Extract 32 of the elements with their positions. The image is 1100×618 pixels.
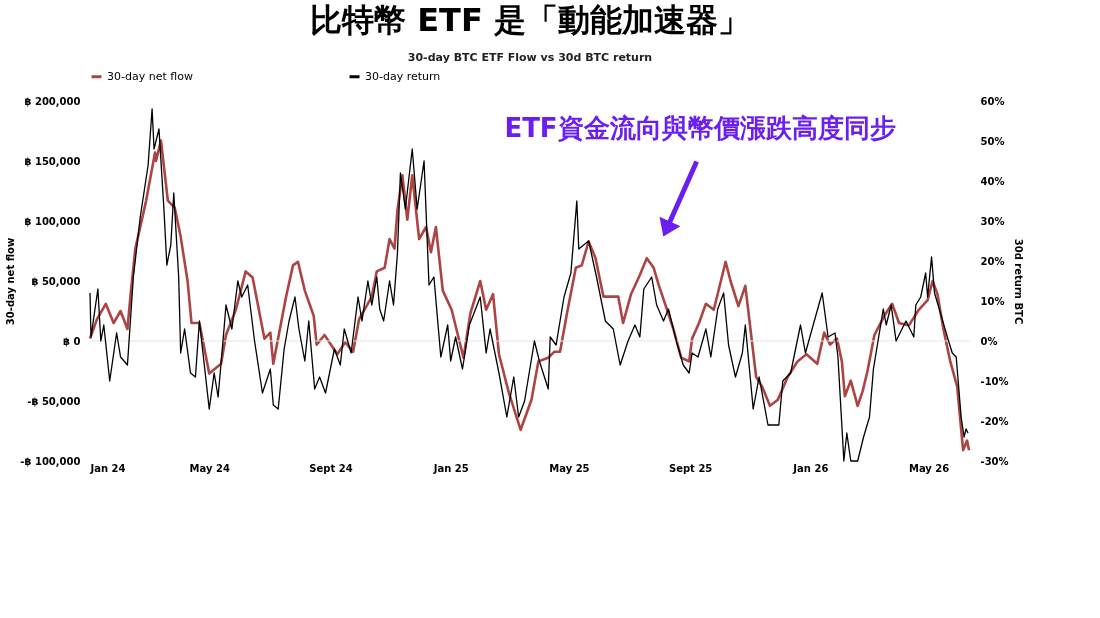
legend-label: 30-day net flow: [107, 69, 193, 83]
y2-tick-label: -20%: [980, 415, 1009, 427]
y2-tick-label: 30%: [980, 215, 1005, 227]
y2-tick-label: 50%: [980, 135, 1005, 147]
x-tick-label: Sept 24: [309, 462, 353, 474]
y-tick-label: ฿ 150,000: [24, 155, 81, 167]
chart-title: 比特幣 ETF 是「動能加速器」: [310, 1, 750, 39]
y-axis-title: 30-day net flow: [5, 237, 17, 326]
annotation: ETF資金流向與幣價漲跌高度同步: [504, 113, 896, 143]
y-tick-label: ฿ 50,000: [31, 275, 81, 287]
x-tick-label: Jan 24: [89, 462, 126, 474]
y2-tick-label: -30%: [980, 455, 1009, 467]
x-tick-label: May 26: [908, 462, 950, 474]
y-tick-label: ฿ 200,000: [24, 95, 81, 107]
y-tick-label: ฿ 100,000: [24, 215, 81, 227]
y2-tick-label: -10%: [980, 375, 1009, 387]
y2-tick-label: 40%: [980, 175, 1005, 187]
x-tick-label: May 25: [549, 462, 590, 474]
x-tick-label: May 24: [189, 462, 230, 474]
y-tick-label: ฿ 0: [63, 335, 81, 347]
y-tick-label: -฿ 50,000: [27, 395, 81, 407]
x-tick-label: Sept 25: [668, 462, 713, 474]
y-tick-label: -฿ 100,000: [20, 455, 81, 467]
y2-tick-label: 0%: [980, 335, 998, 347]
y2-tick-label: 20%: [980, 255, 1005, 267]
y2-tick-label: 60%: [980, 95, 1005, 107]
legend-label: 30-day return: [365, 69, 441, 83]
x-tick-label: Jan 25: [432, 462, 469, 474]
y2-tick-label: 10%: [980, 295, 1005, 307]
chart-subtitle: 30-day BTC ETF Flow vs 30d BTC return: [407, 51, 653, 64]
x-tick-label: Jan 26: [792, 462, 829, 474]
y2-axis-title: 30d return BTC: [1012, 238, 1024, 325]
